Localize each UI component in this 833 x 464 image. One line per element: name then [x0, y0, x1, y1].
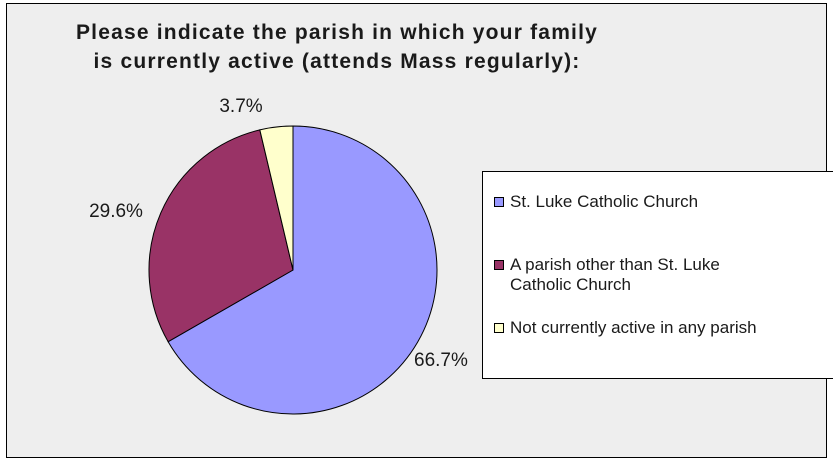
- legend-label: Not currently active in any parish: [510, 318, 830, 338]
- legend-label: A parish other than St. Luke: [510, 255, 830, 275]
- legend-swatch-st-luke: [494, 197, 504, 207]
- data-label-other-parish: 29.6%: [89, 201, 143, 222]
- pie-slices: [149, 126, 437, 414]
- legend: St. Luke Catholic Church A parish other …: [482, 171, 833, 379]
- legend-item-other-parish: A parish other than St. Luke Catholic Ch…: [510, 255, 830, 295]
- legend-item-st-luke: St. Luke Catholic Church: [510, 192, 830, 212]
- chart-area: Please indicate the parish in which your…: [6, 3, 827, 458]
- legend-item-not-active: Not currently active in any parish: [510, 318, 830, 338]
- legend-label: St. Luke Catholic Church: [510, 192, 830, 212]
- data-label-st-luke: 66.7%: [414, 350, 468, 371]
- data-label-not-active: 3.7%: [219, 96, 262, 117]
- legend-swatch-other-parish: [494, 260, 504, 270]
- legend-swatch-not-active: [494, 323, 504, 333]
- legend-label: Catholic Church: [510, 275, 830, 295]
